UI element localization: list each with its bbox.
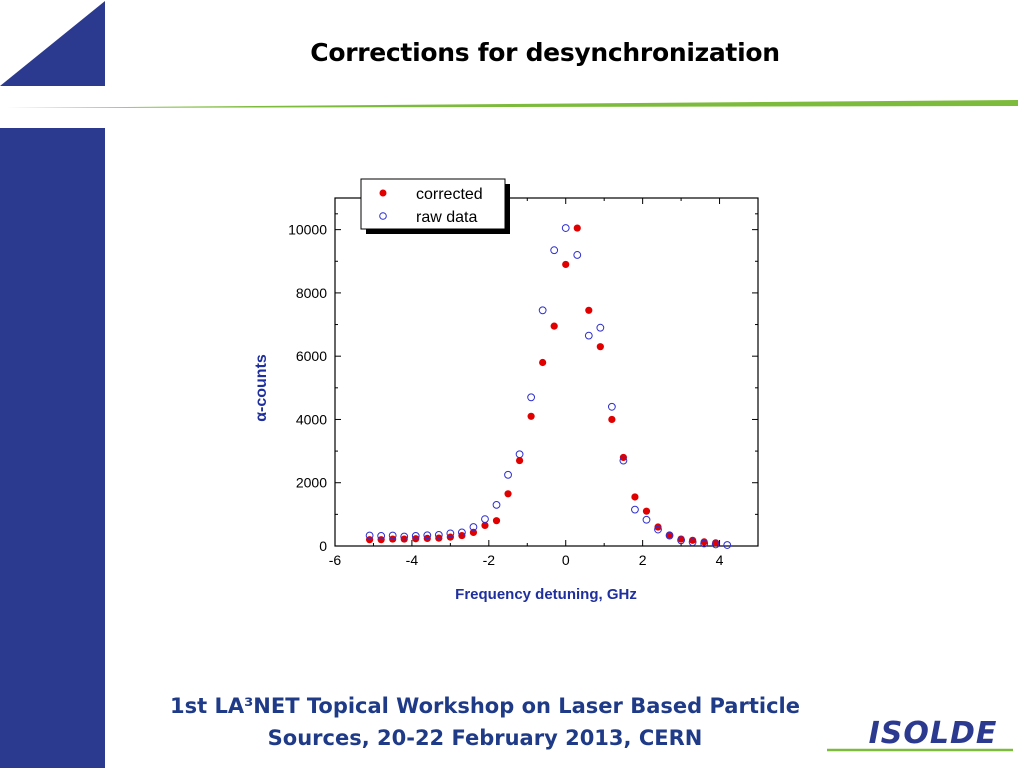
data-point-corrected [573, 224, 581, 232]
data-point-raw-data [550, 246, 559, 255]
x-tick-label: -4 [406, 552, 419, 568]
data-point-corrected [631, 493, 639, 501]
slide-title: Corrections for desynchronization [310, 38, 780, 67]
data-point-raw-data [504, 470, 512, 479]
data-point-raw-data [688, 538, 697, 547]
logo-wordmark: ISOLDE [869, 716, 998, 751]
data-point-corrected [400, 535, 408, 543]
data-point-corrected [642, 507, 651, 515]
x-axis-ticks: -6 -4 -2 0 2 4 [329, 198, 724, 568]
data-point-corrected [504, 490, 512, 498]
data-point-raw-data [469, 523, 478, 531]
data-point-corrected [366, 536, 374, 544]
isolde-logo: ISOLDE [827, 716, 1013, 752]
data-point-raw-data [654, 525, 662, 534]
y-tick-label: 2000 [296, 475, 327, 491]
data-point-corrected [492, 517, 501, 525]
data-point-raw-data [492, 500, 501, 509]
x-tick-label: -6 [329, 552, 342, 568]
data-point-corrected [527, 412, 535, 420]
data-point-raw-data [607, 402, 616, 411]
data-point-corrected [596, 343, 604, 351]
y-tick-label: 6000 [296, 348, 327, 364]
y-axis-ticks: 0 2000 4000 6000 8000 10000 [288, 213, 758, 554]
data-point-raw-data [677, 536, 685, 545]
data-point-raw-data [400, 532, 409, 541]
data-point-raw-data [642, 515, 651, 524]
corner-triangle-decoration [0, 1, 105, 86]
data-point-raw-data [596, 323, 605, 332]
data-point-raw-data [515, 450, 524, 459]
data-point-corrected [469, 528, 478, 536]
data-point-corrected [481, 521, 489, 530]
x-tick-label: -2 [483, 552, 496, 568]
legend-label-raw-data: raw data [416, 209, 477, 226]
data-point-raw-data [388, 531, 397, 540]
y-axis-label: α-counts [253, 354, 270, 422]
left-navy-bar [0, 128, 105, 768]
data-point-corrected [585, 306, 593, 314]
data-points [365, 224, 732, 549]
plot-frame [334, 197, 759, 547]
legend-marker-raw-data [379, 212, 387, 220]
y-tick-label: 4000 [296, 411, 327, 427]
data-point-raw-data [527, 393, 536, 402]
data-point-raw-data [423, 531, 432, 540]
data-point-corrected [412, 535, 420, 543]
legend: corrected raw data [360, 178, 510, 234]
data-point-raw-data [446, 529, 455, 538]
legend-box [360, 178, 506, 230]
footer: 1st LA³NET Topical Workshop on Laser Bas… [150, 690, 820, 754]
data-point-raw-data [481, 515, 489, 524]
data-point-corrected [562, 260, 570, 269]
data-point-raw-data [365, 531, 374, 540]
x-axis-label: Frequency detuning, GHz [455, 586, 637, 603]
data-point-raw-data [434, 531, 443, 539]
footer-line-1: 1st LA³NET Topical Workshop on Laser Bas… [170, 694, 800, 718]
data-point-raw-data [458, 528, 466, 537]
data-point-corrected [539, 358, 547, 367]
x-tick-label: 2 [639, 552, 647, 568]
data-point-corrected [550, 322, 558, 330]
green-divider-line [6, 100, 1018, 108]
data-point-raw-data [665, 531, 674, 540]
x-tick-label: 4 [716, 552, 724, 568]
data-point-raw-data [584, 331, 593, 340]
y-tick-label: 0 [319, 538, 327, 554]
data-point-raw-data [573, 251, 582, 259]
data-point-raw-data [723, 541, 732, 549]
data-point-raw-data [711, 540, 720, 549]
x-tick-label: 0 [562, 552, 570, 568]
data-point-corrected [515, 456, 524, 465]
data-point-raw-data [619, 456, 628, 465]
y-tick-label: 8000 [296, 285, 327, 301]
data-point-corrected [654, 523, 662, 531]
data-point-corrected [689, 536, 697, 544]
data-point-raw-data [561, 224, 570, 232]
y-tick-label: 10000 [288, 222, 327, 238]
data-point-raw-data [631, 505, 639, 514]
footer-line-2: Sources, 20-22 February 2013, CERN [267, 726, 703, 750]
data-point-raw-data [538, 306, 547, 315]
data-point-raw-data [377, 531, 386, 540]
legend-marker-corrected [379, 189, 387, 197]
data-point-corrected [608, 415, 616, 424]
data-point-corrected [665, 531, 674, 539]
data-point-raw-data [411, 531, 420, 540]
scatter-chart: -6 -4 -2 0 2 4 0 2000 4000 6000 8000 10000 Frequen… [253, 178, 759, 603]
data-point-raw-data [700, 539, 709, 548]
legend-label-corrected: corrected [416, 186, 483, 203]
